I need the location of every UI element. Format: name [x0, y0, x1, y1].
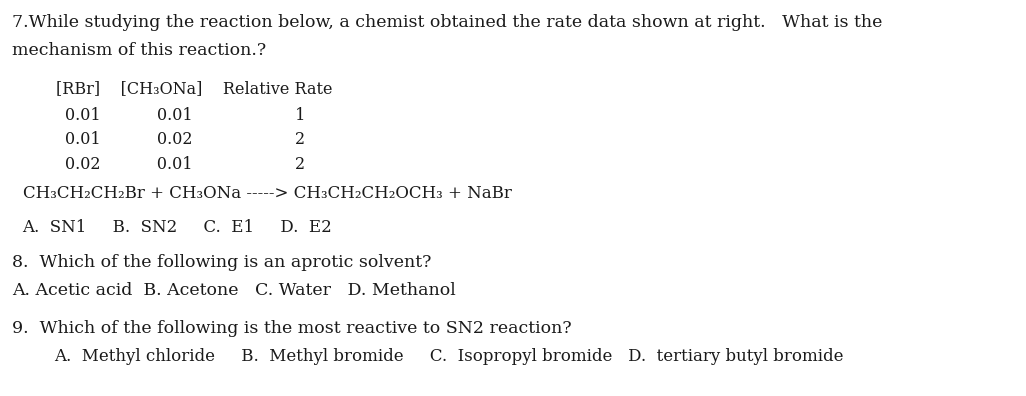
Text: 7.While studying the reaction below, a chemist obtained the rate data shown at r: 7.While studying the reaction below, a c… — [12, 14, 882, 31]
Text: A.  Methyl chloride     B.  Methyl bromide     C.  Isopropyl bromide   D.  terti: A. Methyl chloride B. Methyl bromide C. … — [54, 348, 843, 366]
Text: 0.02           0.01                    2: 0.02 0.01 2 — [65, 156, 305, 173]
Text: [RBr]    [CH₃ONa]    Relative Rate: [RBr] [CH₃ONa] Relative Rate — [56, 80, 332, 97]
Text: 0.01           0.01                    1: 0.01 0.01 1 — [65, 107, 305, 124]
Text: 0.01           0.02                    2: 0.01 0.02 2 — [65, 131, 305, 148]
Text: A.  SN1     B.  SN2     C.  E1     D.  E2: A. SN1 B. SN2 C. E1 D. E2 — [23, 219, 332, 236]
Text: 8.  Which of the following is an aprotic solvent?: 8. Which of the following is an aprotic … — [12, 254, 432, 271]
Text: 9.  Which of the following is the most reactive to SN2 reaction?: 9. Which of the following is the most re… — [12, 320, 571, 337]
Text: CH₃CH₂CH₂Br + CH₃ONa -----> CH₃CH₂CH₂OCH₃ + NaBr: CH₃CH₂CH₂Br + CH₃ONa -----> CH₃CH₂CH₂OCH… — [23, 185, 511, 202]
Text: mechanism of this reaction.?: mechanism of this reaction.? — [12, 42, 267, 59]
Text: A. Acetic acid  B. Acetone   C. Water   D. Methanol: A. Acetic acid B. Acetone C. Water D. Me… — [12, 282, 457, 299]
